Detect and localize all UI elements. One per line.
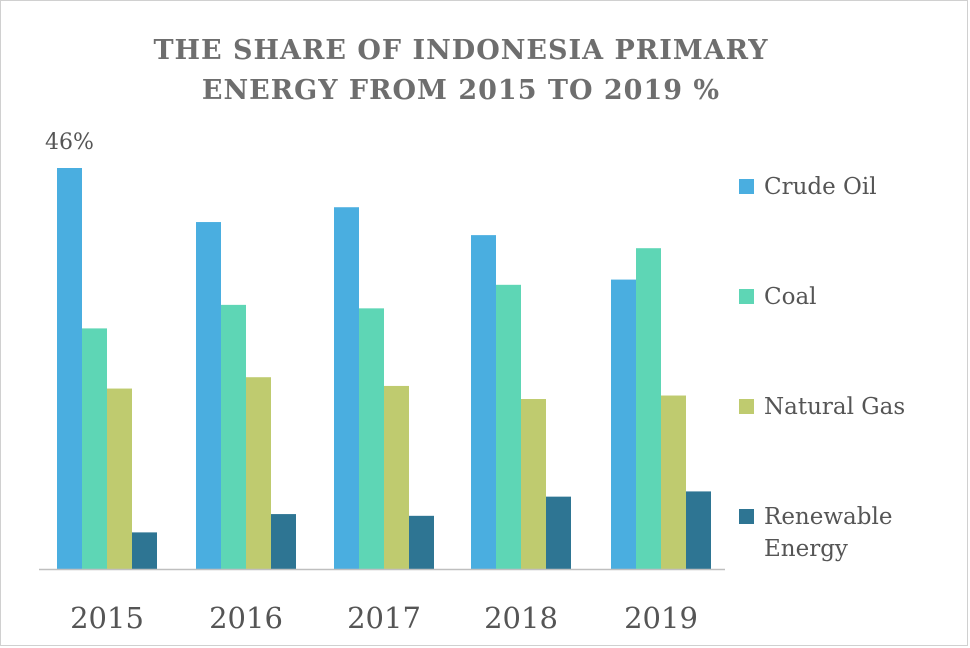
legend-item-coal: Coal <box>739 281 924 313</box>
bar-coal-2017 <box>359 308 384 569</box>
legend-label: Crude Oil <box>764 174 877 200</box>
bar-coal-2018 <box>496 284 521 569</box>
x-tick-label-2018: 2018 <box>484 601 558 635</box>
bar-renewable-energy-2016 <box>271 514 296 569</box>
x-tick-label-2019: 2019 <box>624 601 698 635</box>
bar-coal-2019 <box>636 248 661 569</box>
bar-renewable-energy-2018 <box>546 496 571 569</box>
legend-label: Natural Gas <box>764 394 906 420</box>
bar-crude-oil-2015 <box>57 168 82 569</box>
bar-natural-gas-2016 <box>246 377 271 569</box>
legend-swatch <box>739 399 754 414</box>
legend-item-natural-gas: Natural Gas <box>739 391 924 423</box>
bar-renewable-energy-2015 <box>132 532 157 569</box>
chart-title: THE SHARE OF INDONESIA PRIMARY ENERGY FR… <box>1 31 921 111</box>
data-label-2015-crude-oil: 46% <box>45 130 94 155</box>
bar-crude-oil-2019 <box>611 279 636 569</box>
chart-legend: Crude Oil Coal Natural Gas Renewable Energy <box>739 1 959 647</box>
chart-title-line-1: THE SHARE OF INDONESIA PRIMARY <box>153 35 769 66</box>
bar-coal-2015 <box>82 328 107 569</box>
bar-crude-oil-2018 <box>471 235 496 570</box>
legend-item-renewable-energy: Renewable Energy <box>739 501 924 565</box>
x-tick-label-2017: 2017 <box>347 601 421 635</box>
bar-coal-2016 <box>221 304 246 569</box>
legend-label: Coal <box>764 284 817 310</box>
x-tick-label-2016: 2016 <box>209 601 283 635</box>
legend-item-crude-oil: Crude Oil <box>739 171 924 203</box>
chart-title-line-2: ENERGY FROM 2015 TO 2019 % <box>201 75 721 106</box>
bar-crude-oil-2016 <box>196 222 221 569</box>
legend-swatch <box>739 509 754 524</box>
bar-crude-oil-2017 <box>334 207 359 569</box>
bar-natural-gas-2017 <box>384 385 409 569</box>
bar-natural-gas-2019 <box>661 395 686 569</box>
x-tick-label-2015: 2015 <box>70 601 144 635</box>
bar-natural-gas-2018 <box>521 399 546 569</box>
legend-label: Renewable Energy <box>764 504 893 562</box>
bar-renewable-energy-2017 <box>409 515 434 569</box>
legend-swatch <box>739 289 754 304</box>
bar-natural-gas-2015 <box>107 388 132 569</box>
legend-swatch <box>739 179 754 194</box>
bar-renewable-energy-2019 <box>686 491 711 569</box>
